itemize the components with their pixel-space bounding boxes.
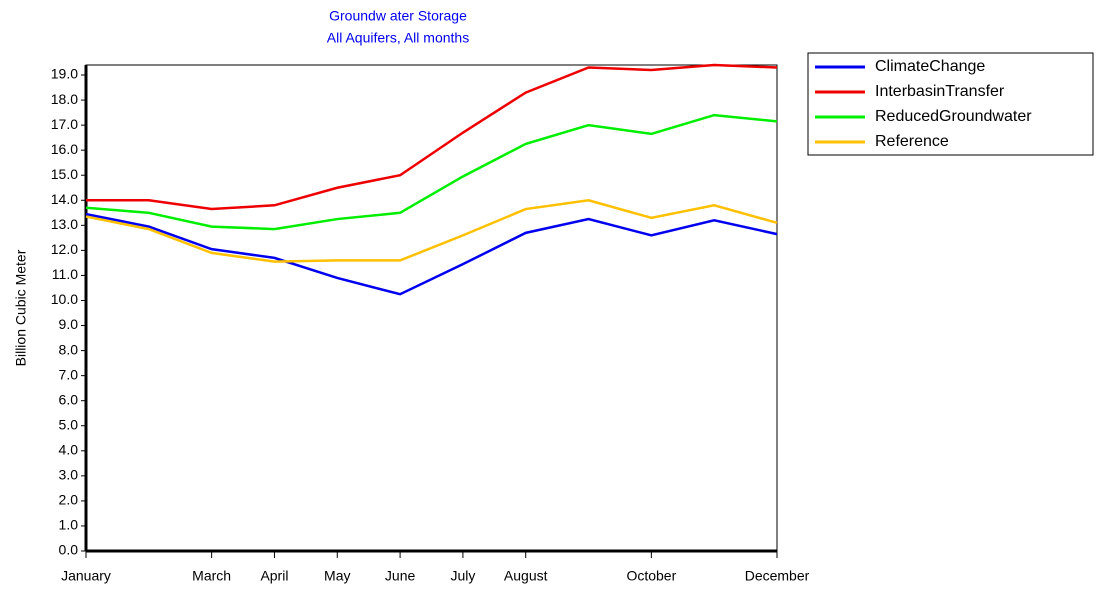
legend-label: ReducedGroundwater [875, 108, 1032, 125]
y-tick-label: 15.0 [51, 166, 78, 182]
x-tick-label: July [450, 568, 475, 584]
y-tick-label: 19.0 [51, 66, 78, 82]
legend-label: InterbasinTransfer [875, 83, 1005, 100]
chart-title: Groundw ater Storage [329, 8, 467, 24]
y-tick-label: 1.0 [59, 517, 79, 533]
x-tick-label: January [61, 568, 111, 584]
x-tick-label: August [504, 568, 548, 584]
series-line [86, 63, 778, 211]
x-tick-label: May [324, 568, 350, 584]
y-tick-label: 4.0 [59, 441, 79, 457]
plot-frame [85, 64, 778, 552]
y-tick-label: 12.0 [51, 241, 78, 257]
x-tick-label: April [260, 568, 288, 584]
x-tick-label: June [385, 568, 416, 584]
legend-label: ClimateChange [875, 58, 985, 75]
y-tick-label: 2.0 [59, 492, 79, 508]
y-tick-label: 16.0 [51, 141, 78, 157]
y-tick-label: 18.0 [51, 91, 78, 107]
y-tick-label: 17.0 [51, 116, 78, 132]
x-tick-label: October [626, 568, 676, 584]
y-tick-label: 3.0 [59, 467, 79, 483]
y-tick-label: 10.0 [51, 291, 78, 307]
y-tick-label: 8.0 [59, 341, 79, 357]
y-tick-label: 5.0 [59, 416, 79, 432]
y-tick-label: 11.0 [52, 266, 78, 282]
y-axis-label: Billion Cubic Meter [13, 249, 29, 366]
series-line [85, 212, 778, 296]
y-tick-label: 9.0 [59, 316, 79, 332]
y-tick-label: 6.0 [59, 391, 79, 407]
series-line [85, 199, 778, 263]
y-tick-label: 13.0 [51, 216, 78, 232]
x-tick-label: March [192, 568, 231, 584]
x-tick-label: December [745, 568, 810, 584]
y-tick-label: 14.0 [51, 191, 78, 207]
y-tick-label: 7.0 [59, 366, 79, 382]
legend-label: Reference [875, 133, 949, 150]
series-line [85, 113, 778, 231]
chart-subtitle: All Aquifers, All months [327, 30, 469, 46]
y-tick-label: 0.0 [59, 542, 79, 558]
legend-box [807, 52, 1094, 156]
